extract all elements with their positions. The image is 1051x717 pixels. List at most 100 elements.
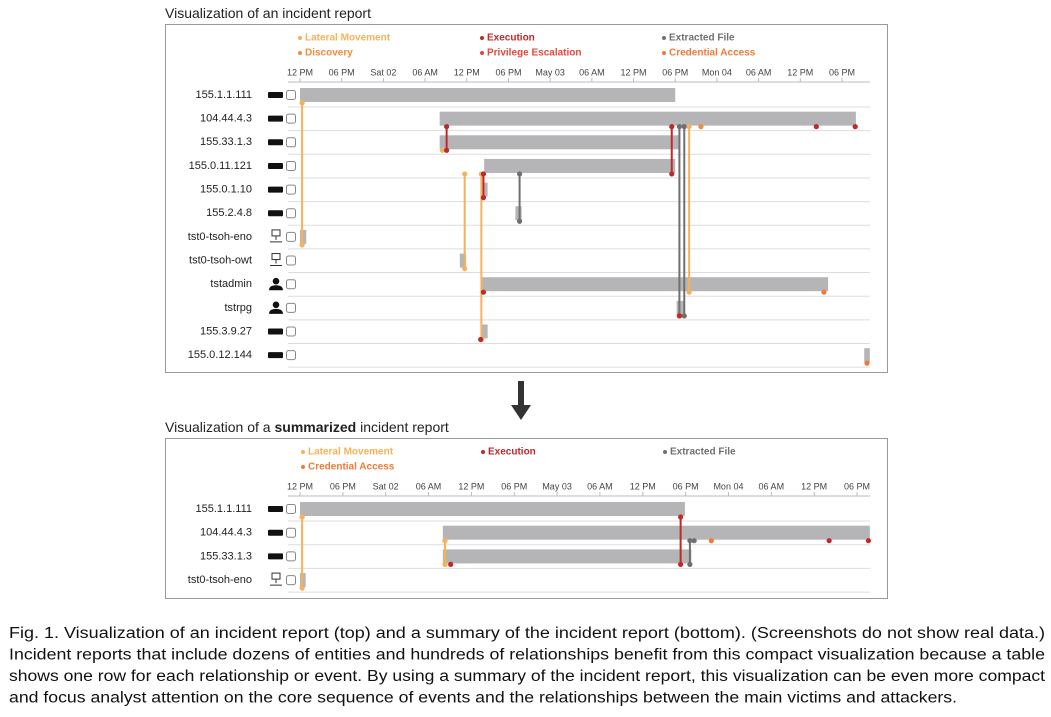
x-tick-label: 12 PM [630, 481, 656, 491]
row-label: tstrpg [224, 302, 252, 314]
x-tick-label: 06 AM [579, 67, 605, 77]
host-icon [270, 253, 282, 267]
legend-label: Extracted File [670, 447, 736, 458]
x-tick-label: May 03 [535, 67, 565, 77]
caption-line: shows one row for each relationship or e… [9, 668, 1046, 685]
x-tick-label: 06 PM [829, 67, 855, 77]
x-tick-label: 06 AM [759, 481, 785, 491]
host-icon [270, 572, 282, 586]
legend-label: Privilege Escalation [487, 48, 582, 59]
time-bar [300, 502, 685, 516]
event-dot [439, 147, 446, 153]
ip-icon [268, 139, 283, 146]
row-label: tstadmin [210, 278, 252, 290]
row-checkbox[interactable] [286, 208, 296, 219]
row-checkbox[interactable] [286, 575, 296, 586]
time-bar [459, 253, 467, 268]
row-checkbox[interactable] [286, 302, 296, 313]
ip-icon [268, 210, 283, 217]
legend-label: Lateral Movement [308, 447, 394, 458]
event-dot [516, 171, 523, 177]
x-tick-label: May 03 [542, 481, 572, 491]
event-dot [299, 585, 305, 591]
down-arrow [511, 381, 531, 420]
event-dot [821, 289, 827, 295]
x-tick-label: 06 PM [844, 481, 870, 491]
user-head [272, 301, 280, 309]
event-dot [448, 561, 454, 568]
ip-icon [268, 186, 283, 193]
legend-dot [662, 51, 666, 55]
time-bar [515, 206, 522, 221]
row-checkbox[interactable] [286, 160, 296, 171]
event-dot [299, 514, 305, 520]
row-label: tst0-tsoh-owt [189, 254, 252, 266]
row-checkbox[interactable] [286, 326, 296, 337]
row-label: 155.3.9.27 [200, 325, 252, 337]
row-checkbox[interactable] [286, 255, 296, 266]
row-checkbox[interactable] [286, 137, 296, 148]
row-label: tst0-tsoh-eno [188, 231, 252, 243]
caption-line: Incident reports that include dozens of … [9, 647, 1045, 664]
row-label: tst0-tsoh-eno [188, 574, 252, 586]
row-checkbox[interactable] [286, 113, 296, 124]
legend-label: Execution [487, 33, 535, 44]
legend-dot [480, 36, 484, 40]
legend-label: Lateral Movement [305, 33, 391, 44]
user-body [269, 285, 283, 291]
x-tick-label: 06 AM [416, 481, 442, 491]
title-part: summarized [274, 419, 356, 435]
row-checkbox[interactable] [286, 551, 296, 562]
time-bar [864, 348, 870, 363]
ip-icon [268, 352, 283, 359]
row-checkbox[interactable] [286, 90, 296, 100]
user-icon [269, 277, 283, 291]
row-checkbox[interactable] [286, 279, 296, 290]
row-label: 155.0.11.121 [189, 160, 252, 172]
time-bar [439, 135, 681, 150]
host-link [270, 259, 282, 267]
legend-dot [662, 36, 666, 40]
event-dot [299, 100, 305, 106]
event-dot [678, 561, 684, 568]
row-checkbox[interactable] [286, 504, 296, 514]
event-dot [708, 538, 714, 544]
time-bar [481, 324, 488, 339]
row-label: 104.44.4.3 [200, 113, 252, 125]
x-tick-label: 06 PM [673, 481, 699, 491]
row-checkbox[interactable] [286, 184, 296, 195]
legend-label: Extracted File [669, 33, 735, 44]
row-label: 155.1.1.111 [196, 503, 252, 515]
event-dot [444, 147, 450, 153]
user-icon [269, 301, 283, 314]
legend-label: Execution [488, 447, 536, 458]
row-checkbox[interactable] [286, 231, 296, 242]
event-dot [681, 124, 687, 130]
event-dot [478, 336, 484, 343]
x-tick-label: Mon 04 [702, 67, 732, 77]
event-dot [691, 538, 697, 544]
x-tick-label: 12 PM [787, 67, 813, 77]
x-tick-label: Sat 02 [373, 481, 399, 491]
user-body [269, 308, 283, 314]
ip-icon [268, 553, 283, 560]
x-tick-label: 12 PM [287, 481, 313, 491]
x-tick-label: 12 PM [454, 67, 480, 77]
title-part: incident report [356, 419, 449, 435]
row-label: 155.1.1.111 [196, 89, 252, 101]
row-checkbox[interactable] [286, 350, 296, 361]
title-part: Visualization of an incident report [165, 5, 371, 21]
event-dot [864, 360, 870, 366]
user-head [272, 277, 280, 285]
legend-dot [298, 51, 302, 55]
event-dot [442, 561, 448, 568]
caption-line: and focus analyst attention on the core … [9, 690, 957, 707]
event-dot [442, 538, 448, 544]
row-checkbox[interactable] [286, 527, 296, 538]
legend-dot [301, 450, 305, 454]
event-dot [687, 538, 693, 544]
host-link [270, 579, 282, 586]
x-tick-label: 06 AM [746, 67, 772, 77]
ip-icon [268, 506, 283, 512]
